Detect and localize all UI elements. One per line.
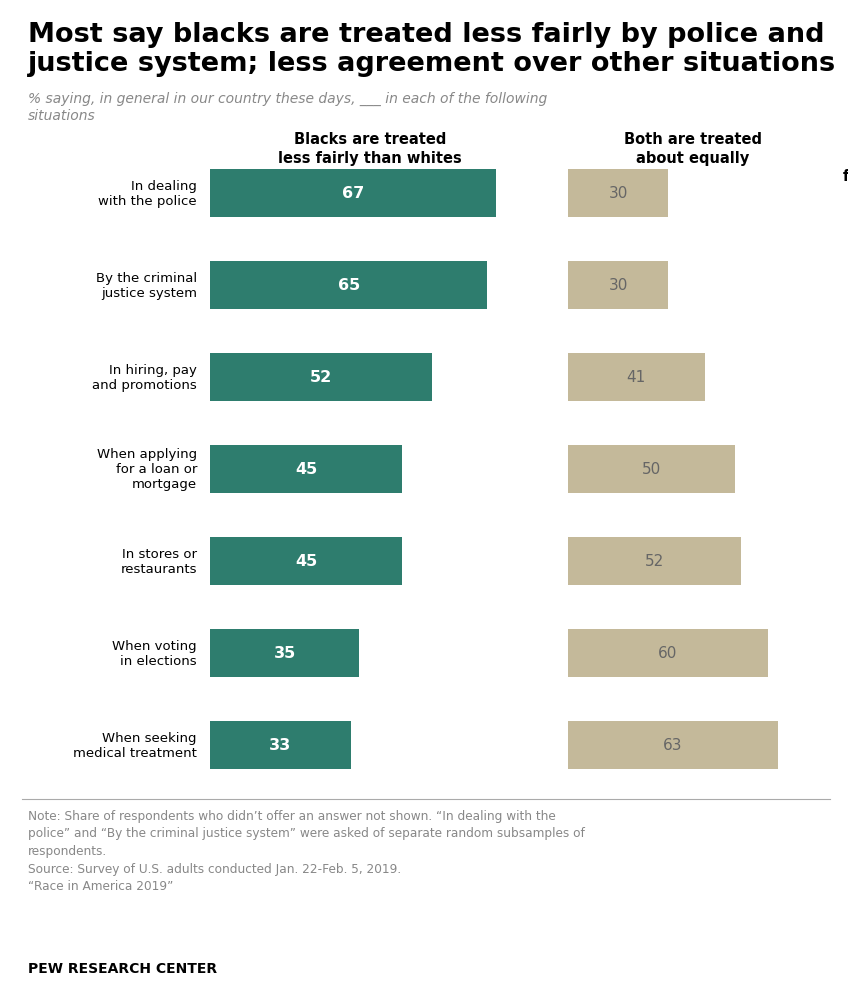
Bar bbox=[568, 629, 768, 677]
Bar bbox=[568, 262, 668, 310]
Text: % saying, in general in our country these days, ___ in each of the following
sit: % saying, in general in our country thes… bbox=[28, 92, 547, 123]
Text: Most say blacks are treated less fairly by police and
justice system; less agree: Most say blacks are treated less fairly … bbox=[28, 22, 836, 77]
Text: 45: 45 bbox=[295, 462, 317, 477]
Text: In hiring, pay
and promotions: In hiring, pay and promotions bbox=[92, 364, 197, 391]
Text: Whites are
treated less
fairly than blacks: Whites are treated less fairly than blac… bbox=[843, 131, 848, 184]
Bar bbox=[210, 538, 402, 586]
Text: 63: 63 bbox=[663, 738, 683, 752]
Text: PEW RESEARCH CENTER: PEW RESEARCH CENTER bbox=[28, 961, 217, 975]
Text: 30: 30 bbox=[608, 187, 628, 202]
Bar bbox=[210, 721, 351, 769]
Text: 65: 65 bbox=[338, 278, 360, 293]
Text: When applying
for a loan or
mortgage: When applying for a loan or mortgage bbox=[97, 448, 197, 491]
Text: 60: 60 bbox=[658, 646, 678, 661]
Text: When seeking
medical treatment: When seeking medical treatment bbox=[73, 731, 197, 759]
Bar bbox=[568, 445, 734, 493]
Text: 52: 52 bbox=[310, 370, 332, 385]
Text: In stores or
restaurants: In stores or restaurants bbox=[120, 548, 197, 576]
Bar bbox=[568, 538, 741, 586]
Bar bbox=[210, 629, 360, 677]
Text: 67: 67 bbox=[342, 187, 364, 202]
Text: In dealing
with the police: In dealing with the police bbox=[98, 180, 197, 208]
Bar bbox=[568, 354, 705, 401]
Bar bbox=[210, 445, 402, 493]
Text: 45: 45 bbox=[295, 554, 317, 569]
Text: When voting
in elections: When voting in elections bbox=[113, 639, 197, 667]
Bar bbox=[210, 262, 488, 310]
Text: 33: 33 bbox=[270, 738, 292, 752]
Text: 52: 52 bbox=[645, 554, 664, 569]
Text: By the criminal
justice system: By the criminal justice system bbox=[96, 272, 197, 300]
Text: 41: 41 bbox=[627, 370, 646, 385]
Text: 50: 50 bbox=[642, 462, 661, 477]
Bar bbox=[210, 354, 432, 401]
Text: Both are treated
about equally: Both are treated about equally bbox=[624, 131, 762, 165]
Text: Blacks are treated
less fairly than whites: Blacks are treated less fairly than whit… bbox=[278, 131, 462, 165]
Bar bbox=[210, 170, 496, 218]
Bar bbox=[568, 170, 668, 218]
Text: 30: 30 bbox=[608, 278, 628, 293]
Bar bbox=[568, 721, 778, 769]
Text: Note: Share of respondents who didn’t offer an answer not shown. “In dealing wit: Note: Share of respondents who didn’t of… bbox=[28, 809, 585, 892]
Text: 35: 35 bbox=[274, 646, 296, 661]
